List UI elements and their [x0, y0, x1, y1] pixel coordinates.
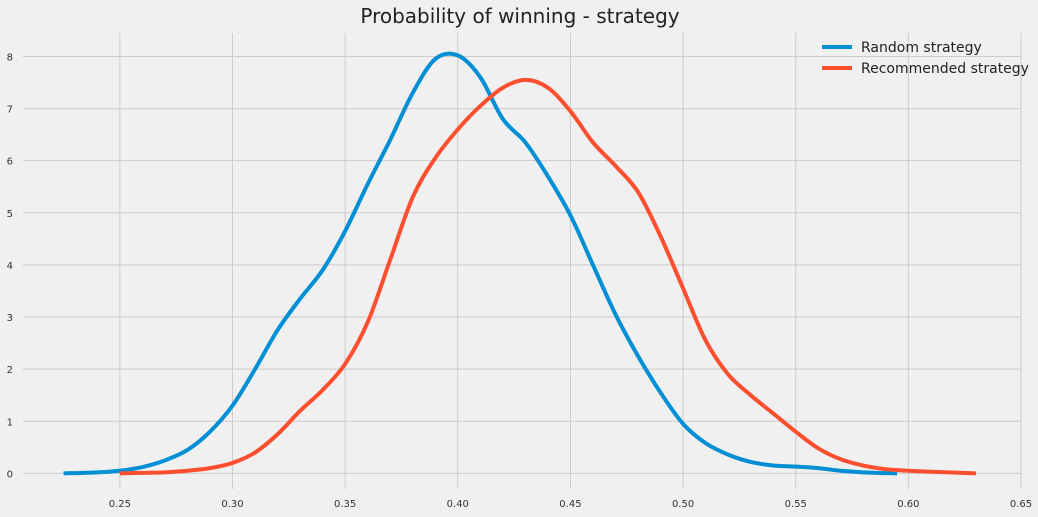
- x-tick-label: 0.55: [785, 499, 807, 510]
- x-tick-label: 0.45: [559, 499, 581, 510]
- legend-label: Recommended strategy: [861, 61, 1029, 77]
- x-tick-label: 0.40: [447, 499, 469, 510]
- x-tick-label: 0.50: [672, 499, 694, 510]
- series-lines: [63, 51, 977, 476]
- x-tick-label: 0.30: [221, 499, 243, 510]
- x-tick-label: 0.35: [334, 499, 356, 510]
- series-line-recommended-strategy: [119, 77, 977, 476]
- grid: [23, 33, 1022, 489]
- y-tick-label: 6: [7, 157, 13, 168]
- x-tick-label: 0.60: [897, 499, 919, 510]
- x-axis-ticks: 0.25 0.30 0.35 0.40 0.45 0.50 0.55 0.60 0.65: [109, 499, 1032, 510]
- y-tick-label: 1: [7, 417, 13, 428]
- y-tick-label: 7: [7, 105, 13, 116]
- y-tick-label: 5: [7, 209, 13, 220]
- legend: Random strategy Recommended strategy: [822, 40, 1029, 77]
- y-tick-label: 2: [7, 365, 13, 376]
- series-line-random-strategy: [63, 51, 898, 476]
- y-tick-label: 0: [7, 469, 13, 480]
- y-tick-label: 3: [7, 313, 13, 324]
- y-tick-label: 8: [7, 52, 13, 63]
- legend-label: Random strategy: [861, 40, 982, 56]
- y-axis-ticks: 0 1 2 3 4 5 6 7 8: [7, 52, 13, 480]
- y-tick-label: 4: [7, 261, 13, 272]
- x-tick-label: 0.65: [1010, 499, 1032, 510]
- chart-title: Probability of winning - strategy: [360, 4, 679, 28]
- x-tick-label: 0.25: [109, 499, 131, 510]
